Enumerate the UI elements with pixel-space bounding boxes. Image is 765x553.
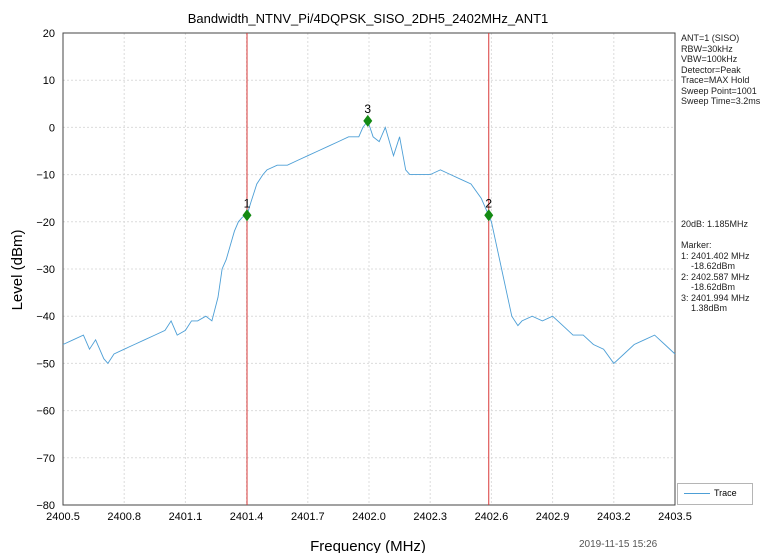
y-tick-label: −50 <box>36 358 55 370</box>
y-tick-label: 10 <box>43 75 55 87</box>
y-tick-label: −70 <box>36 453 55 465</box>
marker-readout-line: 2: 2402.587 MHz <box>681 271 750 282</box>
settings-line: VBW=100kHz <box>681 54 738 64</box>
y-tick-label: −40 <box>36 311 55 323</box>
x-ticks: 2400.5 2400.8 2401.1 2401.4 2401.7 2402.0 2402… <box>46 511 692 523</box>
y-tick-label: 20 <box>43 28 55 40</box>
chart-title: Bandwidth_NTNV_Pi/4DQPSK_SISO_2DH5_2402M… <box>188 11 549 26</box>
settings-line: Trace=MAX Hold <box>681 75 750 85</box>
x-tick-label: 2401.1 <box>169 511 203 523</box>
marker-point <box>363 114 373 127</box>
marker-label: 1 <box>244 196 251 210</box>
settings-panel: ANT=1 (SISO) RBW=30kHz VBW=100kHz Detector=… <box>681 33 765 107</box>
bandwidth-readout: 20dB: 1.185MHz <box>681 219 749 229</box>
settings-line: ANT=1 (SISO) <box>681 33 740 43</box>
trace-line <box>62 119 676 365</box>
y-tick-label: −10 <box>36 170 55 182</box>
x-tick-label: 2402.3 <box>413 511 447 523</box>
x-tick-label: 2402.9 <box>536 511 570 523</box>
settings-line: Sweep Point=1001 <box>681 85 757 96</box>
y-tick-label: −80 <box>36 500 55 512</box>
marker-readout-line: Marker: <box>681 240 712 250</box>
x-tick-label: 2400.8 <box>107 511 141 523</box>
x-tick-label: 2402.0 <box>352 511 386 523</box>
marker-label: 2 <box>485 196 492 210</box>
y-axis-label: Level (dBm) <box>9 230 26 311</box>
legend: Trace <box>677 483 753 505</box>
timestamp: 2019-11-15 15:26 <box>579 539 658 550</box>
marker-readout-line: 3: 2401.994 MHz <box>681 292 750 303</box>
y-tick-label: 0 <box>49 122 55 134</box>
marker-lines <box>246 33 490 505</box>
marker-readout-line: 1.38dBm <box>681 303 728 313</box>
x-tick-label: 2401.4 <box>230 511 264 523</box>
marker-readout-line: -18.62dBm <box>681 282 736 292</box>
marker-point <box>484 209 494 222</box>
marker-readout-line: 1: 2401.402 MHz <box>681 250 750 261</box>
markers: 1 2 3 <box>242 102 494 222</box>
x-axis-label: Frequency (MHz) <box>310 538 426 553</box>
x-tick-label: 2401.7 <box>291 511 325 523</box>
y-tick-label: −30 <box>36 264 55 276</box>
x-tick-label: 2403.5 <box>658 511 692 523</box>
marker-label: 3 <box>364 102 371 116</box>
marker-readout: Marker: 1: 2401.402 MHz -18.62dBm 2: 2402.… <box>681 240 750 314</box>
x-tick-label: 2402.6 <box>475 511 509 523</box>
y-ticks: 20 10 0 −10 −20 −30 −40 −50 −60 −70 −80 <box>36 28 55 512</box>
settings-line: Detector=Peak <box>681 64 741 75</box>
marker-readout-line: -18.62dBm <box>681 261 736 271</box>
plot-frame <box>62 32 676 506</box>
legend-swatch <box>684 493 710 494</box>
series <box>62 119 676 365</box>
y-tick-label: −20 <box>36 217 55 229</box>
x-tick-label: 2403.2 <box>597 511 631 523</box>
settings-line: RBW=30kHz <box>681 43 733 54</box>
x-tick-label: 2400.5 <box>46 511 80 523</box>
legend-label: Trace <box>714 488 737 498</box>
settings-line: Sweep Time=3.2ms <box>681 96 761 106</box>
marker-point <box>242 209 252 222</box>
y-tick-label: −60 <box>36 406 55 418</box>
